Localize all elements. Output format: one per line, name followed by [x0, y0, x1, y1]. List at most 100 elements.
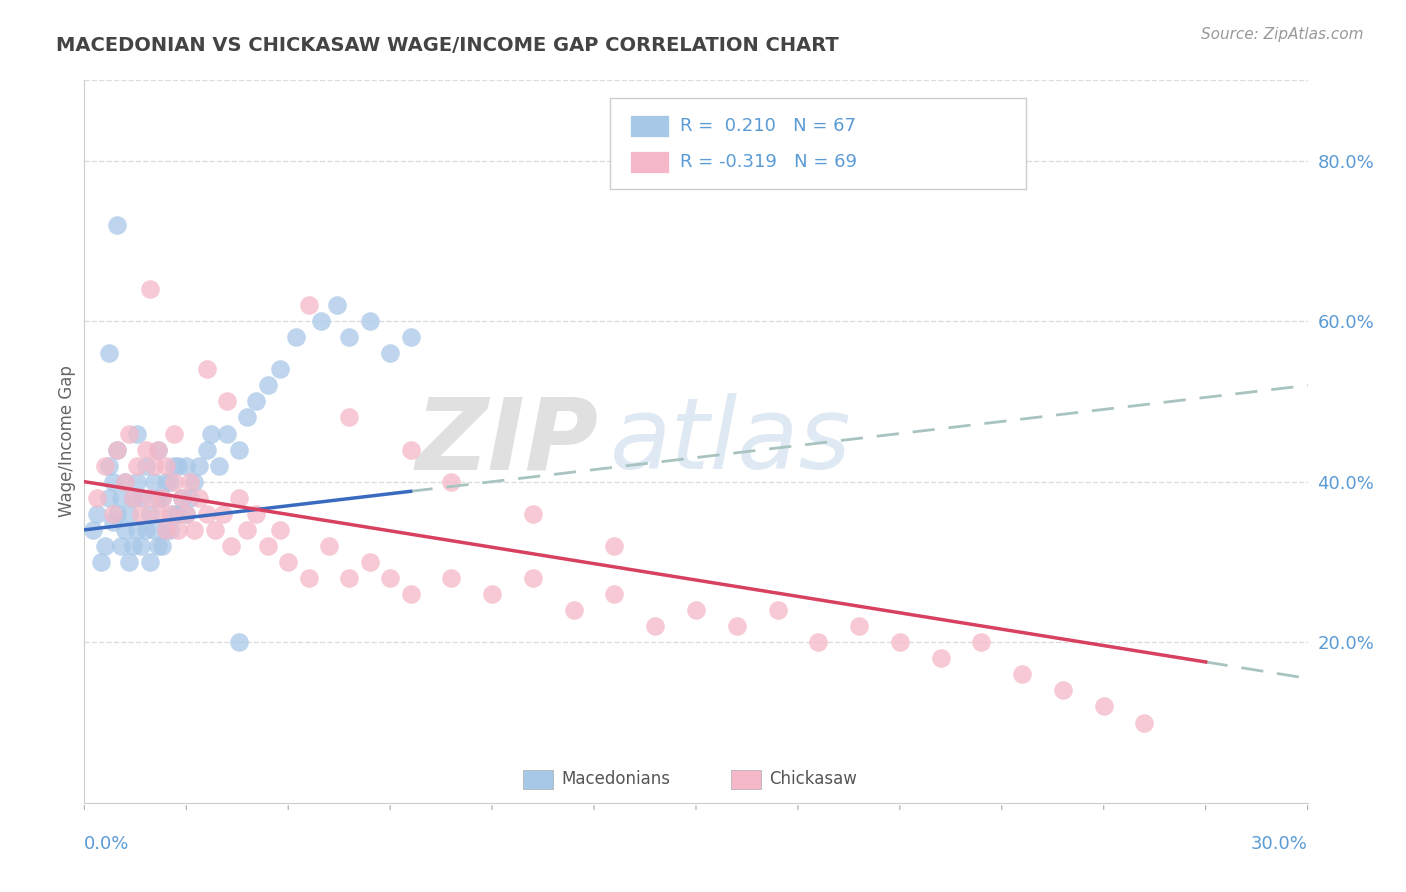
Point [146, 507, 169, 521]
Point [217, 426, 239, 441]
Point [269, 362, 291, 376]
Point [195, 362, 218, 376]
Point [685, 603, 707, 617]
Point [1052, 683, 1074, 698]
Point [481, 587, 503, 601]
Point [101, 475, 124, 489]
Point [135, 458, 157, 473]
FancyBboxPatch shape [630, 151, 669, 173]
Point [105, 442, 128, 457]
Point [127, 523, 149, 537]
Text: Source: ZipAtlas.com: Source: ZipAtlas.com [1201, 27, 1364, 42]
Point [889, 635, 911, 649]
Y-axis label: Wage/Income Gap: Wage/Income Gap [58, 366, 76, 517]
Text: Chickasaw: Chickasaw [769, 770, 858, 788]
Point [122, 491, 145, 505]
Point [146, 491, 169, 505]
Text: R =  0.210   N = 67: R = 0.210 N = 67 [681, 117, 856, 135]
Point [114, 475, 136, 489]
FancyBboxPatch shape [610, 98, 1026, 189]
Point [257, 378, 280, 392]
Point [187, 458, 209, 473]
Point [380, 346, 402, 360]
Point [159, 523, 181, 537]
Point [127, 475, 149, 489]
Text: R = -0.319   N = 69: R = -0.319 N = 69 [681, 153, 858, 171]
Point [277, 555, 299, 569]
Point [86, 507, 108, 521]
FancyBboxPatch shape [523, 770, 553, 789]
Point [105, 218, 128, 232]
Point [93, 539, 115, 553]
Point [155, 458, 177, 473]
Point [174, 507, 197, 521]
Point [440, 475, 463, 489]
Point [122, 491, 145, 505]
Point [195, 442, 218, 457]
Point [339, 571, 361, 585]
Point [138, 491, 160, 505]
Point [135, 442, 157, 457]
Point [359, 314, 381, 328]
Point [1133, 715, 1156, 730]
Point [212, 507, 235, 521]
Point [179, 491, 201, 505]
Point [399, 330, 422, 344]
Point [127, 426, 149, 441]
Point [150, 539, 173, 553]
Point [163, 426, 186, 441]
Point [380, 571, 402, 585]
Point [97, 346, 120, 360]
Point [603, 587, 626, 601]
Point [93, 458, 115, 473]
Point [146, 442, 169, 457]
Point [138, 555, 160, 569]
Point [236, 523, 259, 537]
Point [90, 555, 112, 569]
Point [807, 635, 830, 649]
Point [163, 458, 186, 473]
Point [228, 442, 250, 457]
Point [399, 442, 422, 457]
Text: ZIP: ZIP [415, 393, 598, 490]
Point [138, 282, 160, 296]
Point [146, 442, 169, 457]
Point [131, 539, 153, 553]
Point [163, 475, 186, 489]
Text: MACEDONIAN VS CHICKASAW WAGE/INCOME GAP CORRELATION CHART: MACEDONIAN VS CHICKASAW WAGE/INCOME GAP … [56, 36, 839, 54]
Point [101, 515, 124, 529]
Point [167, 458, 190, 473]
Point [208, 458, 231, 473]
Text: Macedonians: Macedonians [561, 770, 671, 788]
Point [195, 507, 218, 521]
Point [118, 555, 141, 569]
Point [118, 426, 141, 441]
Point [155, 523, 177, 537]
Point [970, 635, 993, 649]
Point [179, 475, 201, 489]
Point [298, 298, 321, 312]
Point [114, 475, 136, 489]
Point [359, 555, 381, 569]
Point [174, 507, 197, 521]
Point [644, 619, 666, 633]
Point [440, 571, 463, 585]
Point [97, 491, 120, 505]
Point [127, 458, 149, 473]
Point [172, 491, 194, 505]
Point [110, 539, 132, 553]
Point [122, 539, 145, 553]
Point [159, 475, 181, 489]
FancyBboxPatch shape [731, 770, 761, 789]
Point [146, 539, 169, 553]
Text: 30.0%: 30.0% [1251, 835, 1308, 853]
Point [399, 587, 422, 601]
Point [1011, 667, 1033, 681]
Point [172, 491, 194, 505]
Point [118, 507, 141, 521]
Point [183, 475, 205, 489]
Point [167, 507, 190, 521]
Point [204, 523, 226, 537]
Point [110, 491, 132, 505]
Point [82, 523, 104, 537]
